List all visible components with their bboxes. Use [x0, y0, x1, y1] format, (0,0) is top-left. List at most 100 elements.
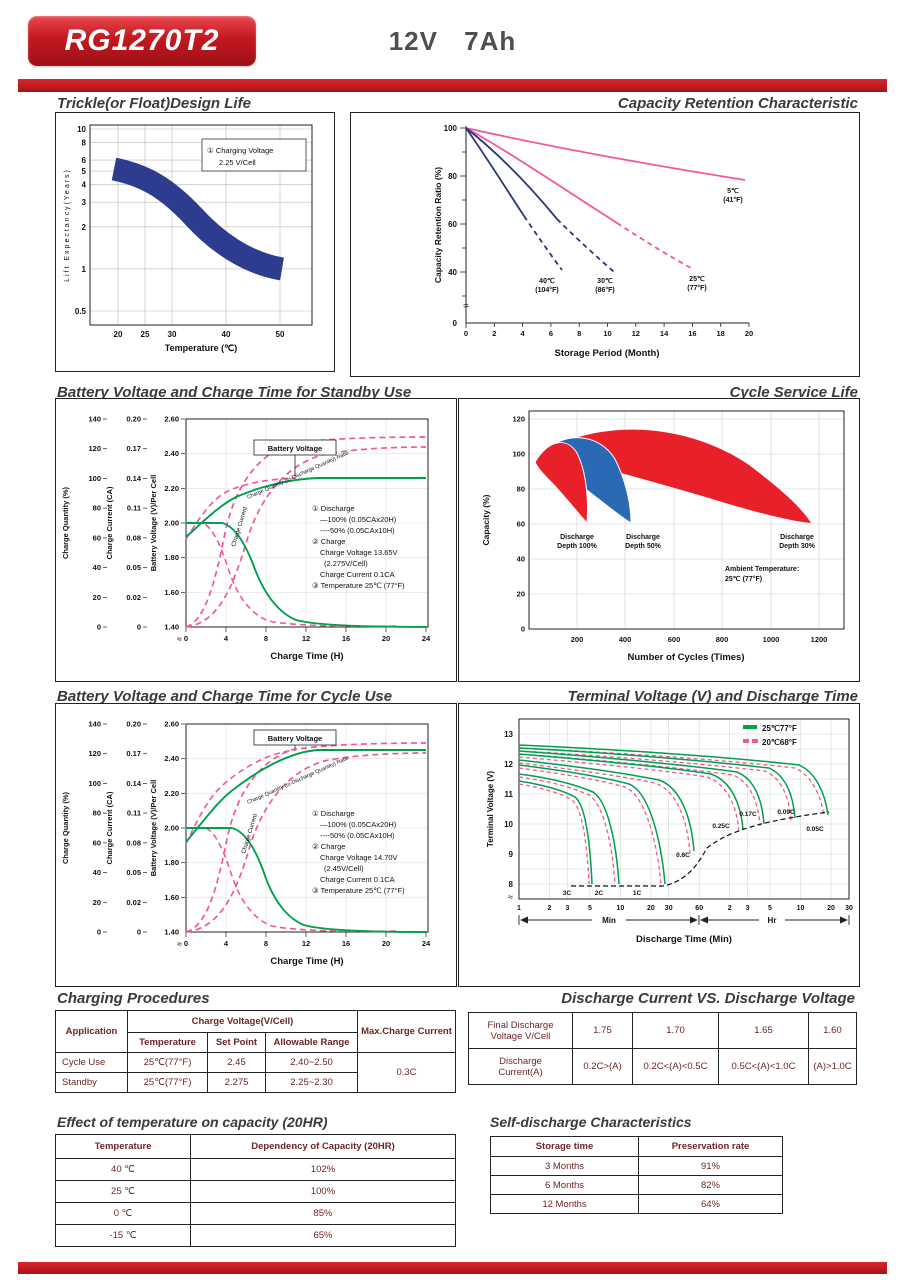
t2-current-range-4: (A)>1.0C: [808, 1048, 857, 1085]
c6-curves-25c: [518, 744, 829, 885]
c2-curve-25c: [465, 127, 618, 224]
t3-header-temperature: Temperature: [55, 1134, 191, 1159]
section-title-capacity-retention: Capacity Retention Characteristic: [617, 95, 858, 112]
svg-text:18: 18: [717, 329, 725, 338]
svg-text:0.02: 0.02: [126, 898, 141, 907]
svg-text:0: 0: [184, 939, 188, 948]
svg-text:6: 6: [82, 156, 87, 165]
svg-text:0.09C: 0.09C: [777, 809, 795, 816]
svg-text:3: 3: [82, 198, 87, 207]
svg-text:0.25C: 0.25C: [712, 823, 730, 830]
table-row: 3 Months 91%: [490, 1156, 783, 1176]
c2-y-axis-label: Capacity Retention Ratio (%): [433, 167, 443, 283]
svg-text:4: 4: [224, 634, 229, 643]
svg-text:2.00: 2.00: [164, 519, 179, 528]
c6-frame: [518, 718, 850, 900]
svg-text:2.40: 2.40: [164, 449, 179, 458]
t2-final-voltage-line2: Voltage V/Cell: [490, 1030, 551, 1042]
svg-text:① Discharge: ① Discharge: [312, 504, 355, 513]
svg-text:8: 8: [264, 634, 268, 643]
svg-text:0.14: 0.14: [126, 474, 141, 483]
svg-text:Depth 100%: Depth 100%: [557, 543, 597, 550]
svg-text:1000: 1000: [763, 635, 780, 644]
svg-text:5℃: 5℃: [727, 187, 739, 195]
section-title-terminal-voltage: Terminal Voltage (V) and Discharge Time: [567, 688, 858, 705]
c5-tick-marks: [103, 723, 427, 937]
chart-cycle-charge: Battery Voltage Charge Quantity (to-Disc…: [55, 703, 457, 987]
svg-text:4: 4: [224, 939, 229, 948]
c5-current-50-curve: [186, 827, 401, 933]
svg-text:2: 2: [548, 905, 552, 912]
svg-text:0: 0: [453, 319, 458, 328]
svg-text:60: 60: [517, 520, 525, 529]
t2-final-voltage-label: Final Discharge Voltage V/Cell: [468, 1012, 573, 1049]
c1-y-axis-label: Lift Expectancy(Years): [64, 168, 71, 282]
svg-text:30℃: 30℃: [597, 277, 613, 285]
svg-text:200: 200: [571, 635, 584, 644]
t1-header-max-current: Max.Charge Current: [357, 1010, 456, 1053]
c6-hr-label: Hr: [768, 916, 777, 925]
svg-text:----50% (0.05CAx10H): ----50% (0.05CAx10H): [320, 831, 395, 840]
svg-text:(41°F): (41°F): [723, 196, 743, 204]
chart-design-life: ① Charging Voltage 2.25 V/Cell 10 8 6 5 …: [55, 112, 335, 372]
c5-y2-axis-label: Charge Current (CA): [105, 791, 114, 864]
svg-text:140: 140: [88, 415, 101, 424]
t2-current-range-3: 0.5C<(A)<1.0C: [718, 1048, 809, 1085]
t3-temp-25: 25 ℃: [55, 1180, 191, 1203]
svg-text:13: 13: [504, 730, 513, 739]
c6-y-ticks: 13 12 11 10 9 8: [504, 730, 513, 889]
svg-text:10: 10: [797, 905, 805, 912]
svg-text:Discharge: Discharge: [780, 534, 814, 541]
svg-text:14: 14: [660, 329, 669, 338]
svg-text:12: 12: [302, 939, 310, 948]
t2-voltage-170: 1.70: [632, 1012, 719, 1049]
c3-y1-ticks: 140 120 100 80 60 40 20 0: [88, 415, 101, 632]
c5-y3-ticks: 2.60 2.40 2.20 2.00 1.80 1.60 1.40: [164, 720, 179, 937]
c4-frame: [528, 410, 845, 630]
svg-text:③ Temperature 25℃ (77°F): ③ Temperature 25℃ (77°F): [312, 581, 405, 590]
c3-y1-axis-label: Charge Quantity (%): [61, 486, 70, 559]
t2-voltage-175: 1.75: [572, 1012, 633, 1049]
t2-current-range-2: 0.2C<(A)<0.5C: [632, 1048, 719, 1085]
c6-rate-labels: 3C 2C 1C 0.6C 0.25C 0.17C 0.09C 0.05C: [563, 809, 824, 897]
t1-header-temperature: Temperature: [127, 1032, 208, 1053]
svg-text:16: 16: [342, 634, 350, 643]
t4-rate-12: 64%: [638, 1194, 783, 1214]
svg-text:1.80: 1.80: [164, 858, 179, 867]
svg-text:0: 0: [521, 625, 525, 634]
svg-text:2C: 2C: [595, 890, 604, 897]
svg-text:0.11: 0.11: [127, 504, 141, 513]
svg-text:12: 12: [504, 760, 513, 769]
svg-text:2.20: 2.20: [164, 484, 179, 493]
svg-text:5: 5: [588, 905, 592, 912]
t2-current-range-1: 0.2C>(A): [572, 1048, 633, 1085]
temp-capacity-table: Temperature Dependency of Capacity (20HR…: [55, 1134, 456, 1247]
c2-tick-marks: [460, 127, 750, 328]
svg-text:1.60: 1.60: [164, 588, 179, 597]
svg-text:Discharge: Discharge: [560, 534, 594, 541]
c5-voltage-curve: [185, 749, 426, 843]
svg-text:0.17: 0.17: [126, 749, 141, 758]
svg-text:60: 60: [695, 905, 703, 912]
svg-text:100: 100: [444, 124, 458, 133]
svg-text:5: 5: [82, 167, 87, 176]
svg-text:0.05C: 0.05C: [806, 826, 824, 833]
model-number: RG1270T2: [64, 24, 220, 57]
svg-text:80: 80: [93, 504, 101, 513]
svg-text:0.08: 0.08: [126, 838, 141, 847]
svg-text:—100% (0.05CAx20H): —100% (0.05CAx20H): [320, 515, 397, 524]
c4-y-ticks: 120 100 80 60 40 20 0: [512, 415, 525, 634]
c3-y2-axis-label: Charge Current (CA): [105, 486, 114, 559]
section-title-design-life: Trickle(or Float)Design Life: [57, 95, 251, 112]
svg-text:120: 120: [88, 444, 101, 453]
c6-axis-break: ≈: [508, 892, 513, 902]
svg-text:100: 100: [88, 474, 101, 483]
svg-text:2.40: 2.40: [164, 754, 179, 763]
svg-text:11: 11: [505, 790, 514, 799]
svg-text:40: 40: [448, 268, 457, 277]
svg-text:3: 3: [746, 905, 750, 912]
c3-quantity-label: Charge Quantity (to-Discharge Quantity) …: [246, 450, 349, 500]
table-row: 40 ℃ 102%: [55, 1158, 456, 1181]
section-title-cycle-service-life: Cycle Service Life: [729, 384, 858, 401]
c3-grid: [186, 419, 428, 627]
